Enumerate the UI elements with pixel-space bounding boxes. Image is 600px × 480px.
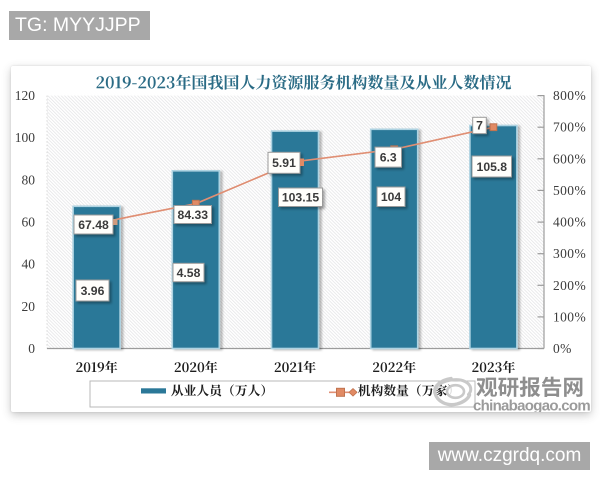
svg-text:3.96: 3.96 (81, 284, 105, 298)
svg-text:20: 20 (22, 299, 36, 314)
svg-text:60: 60 (22, 215, 36, 230)
svg-text:120: 120 (15, 88, 36, 103)
svg-text:chinabaogao.com: chinabaogao.com (473, 398, 590, 413)
svg-text:4.58: 4.58 (177, 266, 201, 280)
svg-text:5.91: 5.91 (272, 156, 296, 170)
svg-text:103.15: 103.15 (282, 191, 319, 205)
svg-text:500%: 500% (553, 183, 586, 198)
svg-text:800%: 800% (553, 88, 586, 103)
svg-text:80: 80 (22, 172, 36, 187)
svg-text:6.3: 6.3 (380, 150, 397, 164)
svg-text:300%: 300% (553, 246, 586, 261)
svg-text:0: 0 (28, 341, 35, 356)
svg-text:700%: 700% (553, 120, 586, 135)
svg-text:84.33: 84.33 (178, 208, 209, 222)
svg-text:40: 40 (22, 257, 36, 272)
svg-text:100%: 100% (553, 309, 586, 324)
svg-text:104: 104 (381, 190, 402, 204)
svg-text:600%: 600% (553, 151, 586, 166)
svg-text:7: 7 (476, 119, 483, 133)
svg-text:67.48: 67.48 (78, 218, 109, 232)
svg-text:200%: 200% (553, 278, 586, 293)
svg-text:100: 100 (15, 130, 36, 145)
svg-text:105.8: 105.8 (477, 160, 508, 174)
svg-text:0%: 0% (553, 341, 572, 356)
svg-text:400%: 400% (553, 215, 586, 230)
